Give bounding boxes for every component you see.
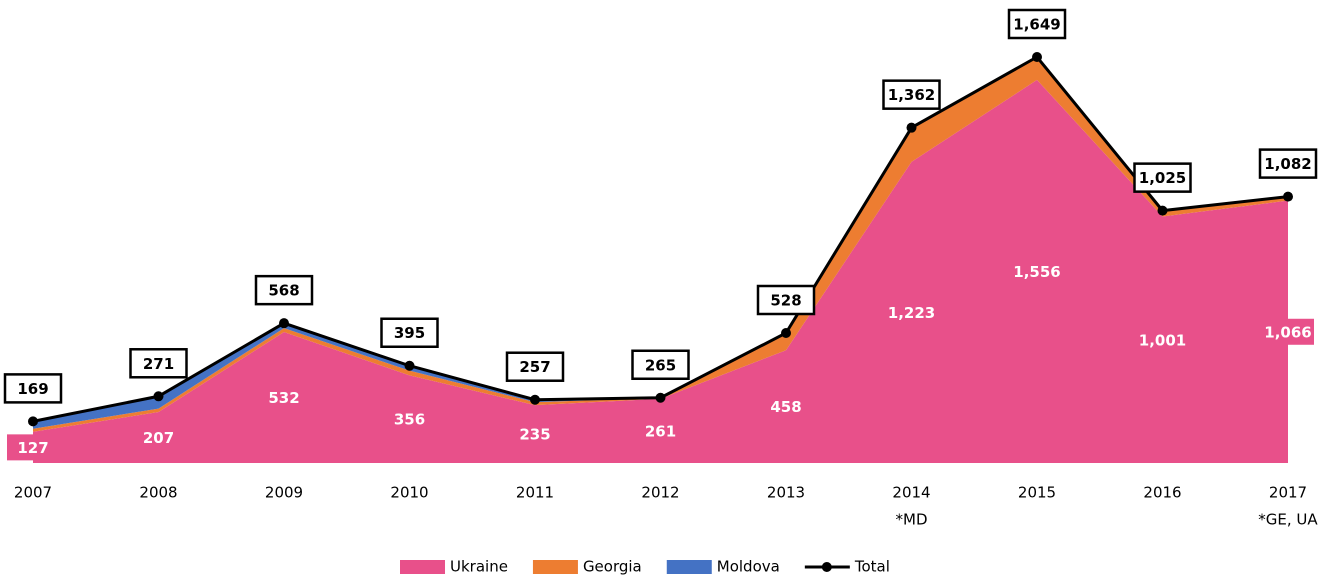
label-bg [509, 421, 561, 448]
label-box [3, 373, 63, 404]
total-label: 257 [519, 358, 550, 376]
x-tick-label: 2008 [139, 484, 177, 502]
total-point [1283, 191, 1293, 202]
label-bg [383, 406, 436, 433]
legend-label: Georgia [583, 558, 642, 576]
total-label: 271 [143, 355, 174, 373]
label-box [129, 348, 188, 379]
x-tick-label: 2016 [1143, 484, 1181, 502]
x-tick-label: 2013 [767, 484, 805, 502]
label-box [756, 284, 816, 316]
total-point [404, 360, 415, 371]
data-label: 458 [770, 398, 801, 416]
category-note: *GE, UA [1258, 511, 1318, 529]
x-tick-label: 2017 [1269, 484, 1307, 502]
data-label: 532 [268, 389, 299, 407]
label-box [882, 79, 941, 110]
total-point [28, 416, 38, 427]
legend-label: Ukraine [450, 558, 508, 576]
x-tick-label: 2009 [265, 484, 303, 502]
label-box [1133, 162, 1192, 193]
total-point [1157, 205, 1168, 216]
legend-label: Moldova [717, 558, 780, 576]
total-point [279, 318, 289, 329]
total-point [530, 394, 540, 405]
legend-swatch [532, 560, 578, 574]
label-box [254, 274, 314, 306]
legend-swatch [400, 560, 445, 574]
total-label: 1,082 [1264, 155, 1311, 173]
label-bg [1136, 326, 1189, 353]
total-label: 169 [17, 380, 48, 398]
total-label: 528 [770, 292, 801, 310]
area [33, 79, 1288, 463]
x-tick-label: 2015 [1018, 484, 1056, 502]
total-label: 395 [394, 324, 425, 342]
data-label: 356 [394, 411, 425, 429]
label-bg [1262, 318, 1314, 345]
x-tick-label: 2010 [390, 484, 428, 502]
label-bg [132, 424, 185, 451]
total-point [153, 391, 164, 402]
label-box [505, 351, 565, 382]
data-label: 1,066 [1264, 323, 1311, 341]
x-tick-label: 2014 [892, 484, 930, 502]
data-label: 1,223 [888, 304, 935, 322]
total-label: 1,649 [1013, 16, 1060, 34]
label-bg [760, 393, 812, 420]
x-tick-label: 2012 [641, 484, 679, 502]
label-bg [258, 384, 310, 411]
label-bg [7, 434, 59, 461]
total-label: 1,362 [888, 86, 935, 104]
data-label: 1,001 [1139, 331, 1186, 349]
total-point [655, 392, 666, 403]
legend-swatch [666, 560, 712, 574]
label-bg [1011, 258, 1063, 285]
label-box [631, 349, 690, 381]
category-note: *MD [896, 511, 928, 529]
total-point [906, 122, 917, 133]
label-box [380, 317, 439, 348]
legend-label: Total [854, 558, 890, 576]
total-point [781, 328, 791, 339]
data-label: 127 [17, 439, 48, 457]
legend-marker [821, 562, 832, 572]
total-point [1032, 52, 1042, 62]
label-bg [634, 417, 687, 444]
label-bg [885, 299, 938, 326]
label-box [1258, 148, 1318, 179]
total-label: 568 [268, 282, 299, 300]
x-tick-label: 2011 [516, 484, 554, 502]
data-label: 235 [519, 426, 550, 444]
data-label: 261 [645, 422, 676, 440]
total-label: 1,025 [1139, 169, 1186, 187]
data-label: 1,556 [1013, 263, 1060, 281]
data-label: 207 [143, 429, 174, 447]
label-box [1007, 8, 1067, 40]
total-label: 265 [645, 356, 676, 374]
x-tick-label: 2007 [14, 484, 52, 502]
